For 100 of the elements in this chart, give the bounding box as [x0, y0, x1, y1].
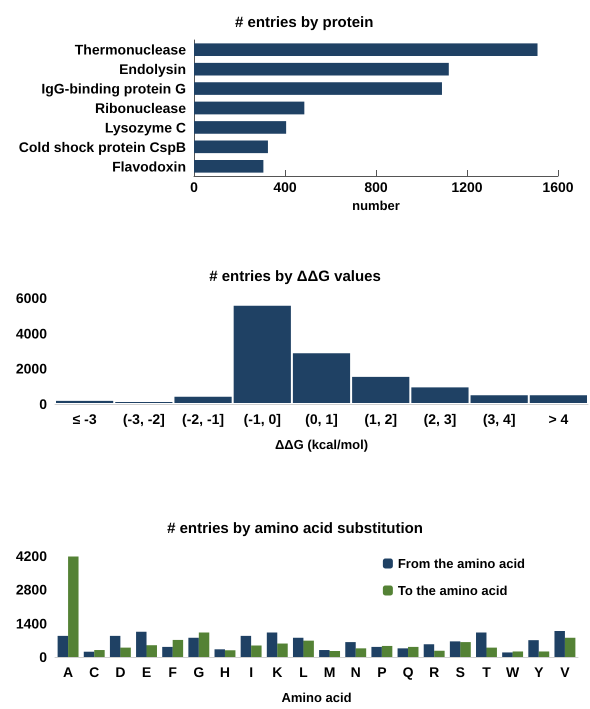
bar	[502, 652, 513, 657]
x-tick-label: L	[299, 664, 308, 680]
x-axis-title: Amino acid	[281, 690, 352, 705]
y-tick-label: Lysozyme C	[104, 119, 186, 136]
bar	[345, 642, 356, 657]
bar	[136, 632, 147, 657]
x-tick-label: D	[115, 664, 126, 680]
x-tick-label: T	[482, 664, 492, 680]
x-tick-label: (2, 3]	[424, 411, 456, 427]
bar	[538, 651, 550, 657]
bar	[476, 632, 486, 657]
y-tick-label: Cold shock protein CspB	[18, 138, 186, 155]
x-tick-label: C	[89, 664, 100, 680]
x-tick-label: 1200	[451, 179, 483, 195]
bar	[94, 650, 105, 657]
bar	[424, 644, 434, 657]
y-tick-label: 2000	[16, 360, 48, 377]
bar	[434, 650, 445, 657]
bar	[240, 636, 252, 657]
bar	[110, 636, 120, 657]
chart-title: # entries by protein	[235, 14, 374, 31]
x-tick-label: I	[249, 664, 254, 680]
bar	[194, 43, 538, 56]
bar	[486, 648, 497, 657]
bar	[319, 650, 330, 657]
x-tick-label: (-3, -2]	[122, 411, 165, 427]
x-tick-label: A	[63, 664, 74, 680]
x-tick-label: (-2, -1]	[182, 411, 224, 427]
x-axis-title: number	[352, 198, 400, 213]
bar	[172, 640, 184, 657]
y-tick-label: 0	[39, 649, 48, 665]
x-tick-label: W	[506, 664, 520, 680]
bar	[146, 645, 157, 657]
bar	[214, 649, 225, 657]
x-tick-label: 400	[273, 179, 297, 195]
legend-label: To the amino acid	[398, 583, 508, 598]
x-tick-label: Y	[534, 664, 544, 680]
bar	[450, 641, 460, 657]
legend-label: From the amino acid	[398, 556, 526, 571]
bar	[330, 650, 340, 657]
bar	[382, 646, 392, 657]
bar	[194, 62, 449, 76]
x-tick-label: 800	[364, 179, 388, 195]
bar	[512, 651, 524, 657]
bar	[303, 640, 314, 657]
bar	[277, 644, 288, 657]
bar	[198, 632, 210, 657]
bar	[120, 648, 131, 657]
y-tick-label: Endolysin	[119, 61, 186, 78]
x-tick-label: S	[456, 664, 465, 680]
x-tick-label: > 4	[548, 411, 569, 427]
x-tick-label: 0	[190, 179, 198, 195]
chart-title: # entries by ΔΔG values	[209, 268, 381, 285]
x-tick-label: F	[168, 664, 178, 680]
x-axis-title: ΔΔG (kcal/mol)	[274, 437, 368, 452]
bar	[292, 638, 304, 657]
bar	[371, 646, 382, 657]
x-tick-label: (3, 4]	[482, 411, 516, 427]
bar	[408, 646, 418, 657]
bar	[251, 645, 262, 657]
x-tick-label: (1, 2]	[364, 411, 398, 427]
bar	[528, 640, 539, 657]
y-tick-label: 0	[39, 396, 48, 412]
x-tick-label: K	[272, 664, 282, 680]
y-tick-label: Thermonuclease	[74, 42, 186, 58]
bar	[224, 650, 236, 657]
bar	[398, 648, 408, 657]
bar	[564, 638, 576, 657]
y-tick-label: 4000	[16, 325, 48, 342]
x-tick-label: (-1, 0]	[244, 411, 281, 427]
bar	[554, 631, 565, 657]
x-tick-label: P	[377, 664, 387, 680]
y-tick-label: IgG-binding protein G	[41, 80, 186, 97]
x-tick-label: 1600	[542, 179, 574, 195]
x-tick-label: M	[324, 664, 336, 680]
y-tick-label: Ribonuclease	[94, 100, 186, 116]
y-tick-label: 6000	[16, 290, 48, 306]
bar	[460, 642, 471, 657]
bar	[194, 140, 268, 154]
bar	[266, 632, 278, 657]
bar	[58, 636, 68, 657]
y-tick-label: 4200	[16, 548, 48, 564]
x-tick-label: H	[220, 664, 230, 680]
bar	[194, 121, 286, 134]
bar	[194, 82, 442, 95]
x-tick-label: R	[429, 664, 440, 680]
bar	[162, 646, 173, 657]
bar	[68, 556, 79, 657]
x-tick-label: N	[350, 664, 361, 680]
bar	[194, 160, 264, 173]
x-tick-label: V	[560, 664, 570, 680]
x-tick-label: (0, 1]	[305, 411, 338, 427]
x-tick-label: G	[193, 664, 204, 680]
x-tick-label: Q	[402, 664, 414, 680]
bar	[194, 102, 304, 114]
bar	[356, 648, 366, 657]
y-tick-label: Flavodoxin	[112, 158, 186, 174]
chart-title: # entries by amino acid substitution	[167, 520, 423, 537]
x-tick-label: E	[142, 664, 152, 680]
y-tick-label: 1400	[16, 615, 48, 632]
